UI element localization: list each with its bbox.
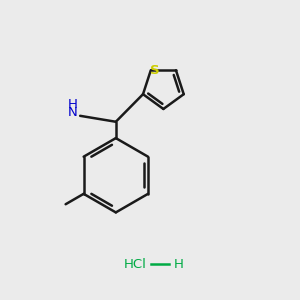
Text: H: H [68,98,78,111]
Text: H: H [173,258,183,271]
Text: N: N [68,106,78,119]
Text: HCl: HCl [124,258,147,271]
Text: S: S [150,64,159,77]
